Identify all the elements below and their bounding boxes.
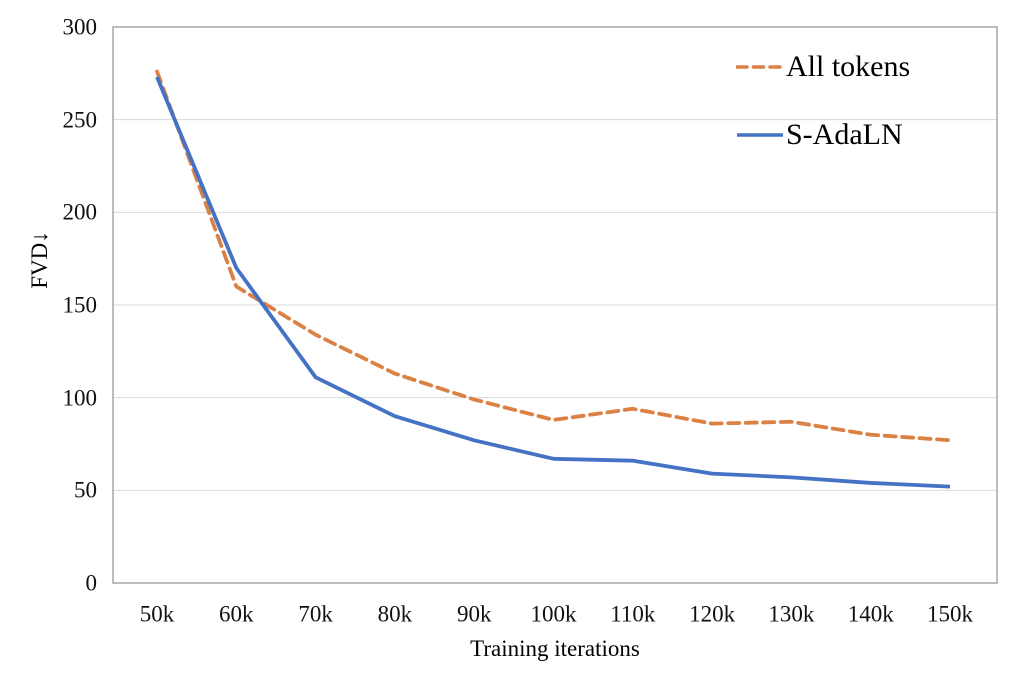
y-axis-title: FVD↓ (27, 231, 52, 289)
legend-item-all-tokens: All tokens (736, 44, 910, 90)
x-tick-label: 90k (456, 601, 492, 627)
x-tick-label: 80k (377, 601, 413, 627)
y-tick-label: 250 (62, 107, 98, 133)
series-line-s-adaln (155, 76, 951, 489)
x-tick-label: 140k (847, 601, 894, 627)
x-tick-label: 70k (298, 601, 333, 627)
y-tick-label: 100 (62, 385, 98, 411)
y-tick-label: 150 (62, 292, 98, 318)
x-tick-label: 100k (530, 601, 577, 627)
x-axis-title: Training iterations (470, 636, 640, 661)
dashed-line-swatch-icon (736, 65, 784, 69)
series-line-all-tokens (155, 69, 952, 443)
y-tick-label: 200 (62, 199, 98, 225)
legend-label-s-adaln: S-AdaLN (786, 118, 903, 151)
x-tick-label: 130k (768, 601, 815, 627)
y-tick-label: 0 (85, 570, 98, 596)
x-tick-label: 110k (610, 601, 656, 627)
legend: All tokens S-AdaLN (736, 44, 910, 158)
legend-label-all-tokens: All tokens (786, 50, 911, 83)
legend-item-s-adaln: S-AdaLN (736, 112, 910, 158)
x-tick-label: 50k (139, 601, 175, 627)
y-tick-label: 50 (74, 477, 97, 503)
solid-line-swatch-icon (737, 133, 783, 137)
x-tick-label: 150k (927, 601, 973, 627)
x-tick-label: 120k (689, 601, 736, 627)
y-tick-label: 300 (62, 14, 98, 40)
x-tick-label: 60k (219, 601, 254, 627)
plot-border (112, 26, 998, 584)
